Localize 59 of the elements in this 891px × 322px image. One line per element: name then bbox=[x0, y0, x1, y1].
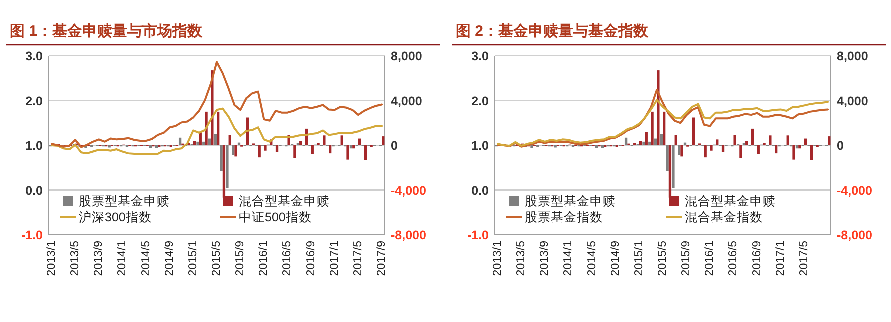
y2-tick-label: -4,000 bbox=[837, 184, 872, 198]
x-tick-label: 2015/1 bbox=[633, 241, 646, 276]
x-tick-label: 2013/9 bbox=[93, 241, 106, 276]
legend-label: 股票型基金申赎 bbox=[525, 194, 616, 208]
x-tick-label: 2014/9 bbox=[164, 241, 176, 276]
x-tick-label: 2017/5 bbox=[798, 241, 810, 276]
x-tick-label: 2013/5 bbox=[70, 241, 82, 276]
x-tick-label: 2014/1 bbox=[562, 241, 575, 276]
y-tick-label: 0.0 bbox=[26, 184, 44, 198]
x-tick-label: 2016/9 bbox=[305, 241, 318, 276]
x-tick-label: 2016/5 bbox=[728, 241, 740, 276]
legend-label: 股票基金指数 bbox=[525, 210, 603, 224]
y-tick-label: -1.0 bbox=[467, 228, 490, 242]
legend-label: 沪深300指数 bbox=[79, 210, 152, 224]
chart-title: 图 2：基金申赎量与基金指数 bbox=[456, 23, 650, 40]
y2-tick-label: 8,000 bbox=[837, 50, 868, 64]
y2-tick-label: 8,000 bbox=[391, 50, 422, 64]
x-tick-label: 2017/1 bbox=[774, 241, 787, 276]
y2-tick-label: 0 bbox=[837, 139, 844, 153]
x-tick-label: 2013/1 bbox=[492, 241, 504, 276]
x-tick-label: 2014/5 bbox=[140, 241, 152, 276]
x-tick-label: 2013/5 bbox=[516, 241, 528, 276]
y-tick-label: 1.0 bbox=[472, 139, 490, 153]
x-tick-label: 2013/1 bbox=[46, 241, 58, 276]
x-tick-label: 2015/5 bbox=[657, 241, 669, 276]
legend-label: 股票型基金申赎 bbox=[79, 194, 170, 208]
x-tick-label: 2013/9 bbox=[539, 241, 552, 276]
y2-tick-label: 0 bbox=[391, 139, 398, 153]
x-tick-label: 2015/5 bbox=[211, 241, 223, 276]
chart-title: 图 1：基金申赎量与市场指数 bbox=[10, 22, 204, 40]
x-tick-label: 2016/1 bbox=[258, 241, 270, 276]
y2-tick-label: 4,000 bbox=[391, 94, 422, 108]
x-tick-label: 2015/9 bbox=[234, 241, 247, 276]
x-tick-label: 2015/1 bbox=[187, 241, 200, 276]
x-tick-label: 2016/5 bbox=[282, 241, 294, 276]
legend-label: 中证500指数 bbox=[239, 210, 312, 224]
x-tick-label: 2017/9 bbox=[376, 241, 388, 276]
x-tick-label: 2017/1 bbox=[328, 241, 341, 276]
y2-tick-label: -8,000 bbox=[391, 228, 426, 242]
y2-tick-label: 4,000 bbox=[837, 94, 868, 108]
legend-label: 混合基金指数 bbox=[685, 210, 763, 224]
y-tick-label: 3.0 bbox=[26, 50, 44, 64]
legend-label: 混合型基金申赎 bbox=[239, 194, 330, 208]
x-tick-label: 2014/9 bbox=[610, 241, 622, 276]
x-tick-label: 2014/5 bbox=[586, 241, 598, 276]
x-tick-label: 2016/9 bbox=[751, 241, 764, 276]
x-tick-label: 2014/1 bbox=[116, 241, 129, 276]
y-tick-label: 2.0 bbox=[26, 94, 44, 108]
y-tick-label: 2.0 bbox=[472, 94, 490, 108]
y-tick-label: 3.0 bbox=[472, 50, 490, 64]
x-tick-label: 2016/1 bbox=[704, 241, 716, 276]
y-tick-label: 1.0 bbox=[26, 139, 44, 153]
y-tick-label: -1.0 bbox=[21, 228, 44, 242]
y-tick-label: 0.0 bbox=[472, 184, 490, 198]
y2-tick-label: -4,000 bbox=[391, 184, 426, 198]
x-tick-label: 2015/9 bbox=[680, 241, 693, 276]
legend-label: 混合型基金申赎 bbox=[685, 194, 776, 208]
y2-tick-label: -8,000 bbox=[837, 228, 872, 242]
x-tick-label: 2017/5 bbox=[352, 241, 364, 276]
